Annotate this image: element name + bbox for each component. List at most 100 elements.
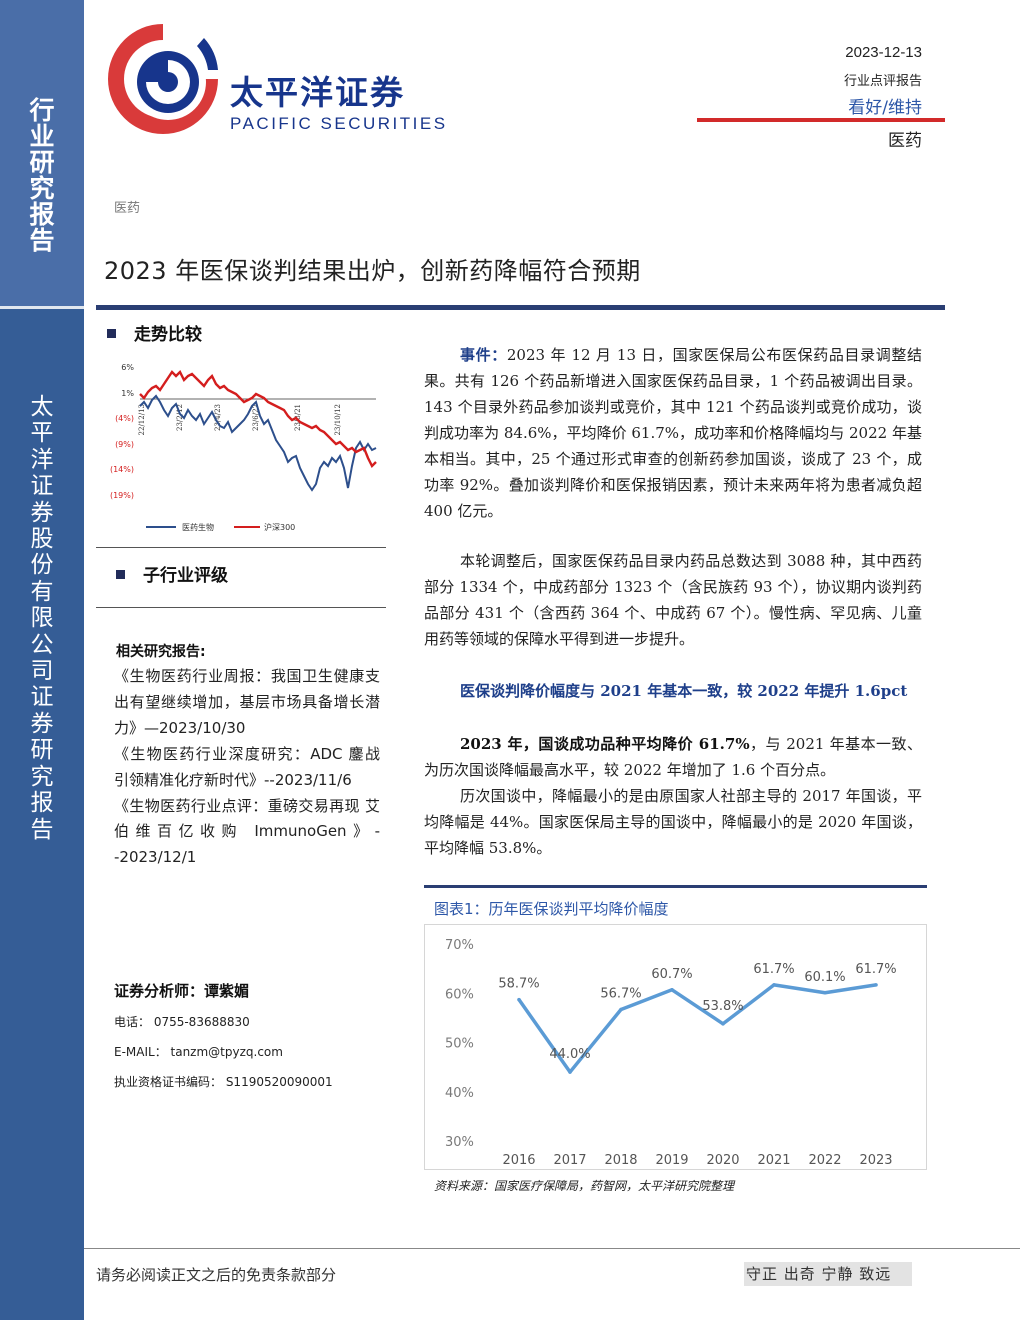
related-report-item[interactable]: 《生物医药行业周报：我国卫生健康支出有望继续增加，基层市场具备增长潜力》—202… [114,667,380,737]
analyst-name: 证券分析师：谭紫媚 [114,982,250,1000]
trend-pharma-line [139,394,377,492]
footer-disclaimer[interactable]: 请务必阅读正文之后的免责条款部分 [96,1266,337,1284]
trend-csi300-line [139,369,377,469]
company-char: 证 [30,684,54,711]
data-label: 58.7% [498,977,539,992]
company-char: 券 [30,499,54,526]
sub-industry-heading: 子行业评级 [116,561,228,586]
x-tick-label: 2022 [808,1153,841,1168]
related-reports-heading: 相关研究报告: [116,644,206,660]
data-point [568,1070,572,1074]
figure-frame: 30% 40% 50% 60% 70% 58.7% 44.0% 56.7% 60.7% 53.8%… [424,924,927,1170]
report-date: 2023-12-13 [845,44,922,61]
paragraph-2023: 2023 年，国谈成功品种平均降价 61.7%，与 2021 年基本一致、为历次… [424,731,922,783]
y-tick-label: 60% [445,987,474,1002]
data-label: 60.7% [651,967,692,982]
figure-source: 资料来源：国家医疗保障局，药智网，太平洋研究院整理 [434,1179,735,1193]
trend-y-tick-label: (4%) [115,414,134,423]
data-label: 61.7% [855,962,896,977]
data-point [874,983,878,987]
company-char: 份 [30,552,54,579]
section-rule [96,607,386,608]
data-label: 44.0% [549,1047,590,1062]
trend-y-tick-label: 6% [121,363,134,372]
related-report-item[interactable]: 《生物医药行业点评：重磅交易再现 艾伯维百亿收购 ImmunoGen》--202… [114,796,380,867]
report-char: 业 [29,122,55,151]
company-char: 股 [30,526,54,553]
report-type: 行业点评报告 [843,74,922,89]
trend-x-tick-label: 23/2/12 [176,404,184,431]
industry-rating: 看好/维持 [848,98,922,118]
x-tick-label: 2023 [859,1153,892,1168]
figure-title: 图表1：历年医保谈判平均降价幅度 [434,900,669,918]
footer-rule [84,1248,1020,1249]
analyst-email[interactable]: E-MAIL： tanzm@tpyzq.com [114,1045,283,1059]
data-point [619,1007,623,1012]
trend-y-axis-labels: 6% 1% (4%) (9%) (14%) (19%) [110,363,134,500]
report-char: 研 [29,148,55,177]
x-tick-label: 2019 [655,1153,688,1168]
trend-y-tick-label: (14%) [110,465,134,474]
trend-y-tick-label: 1% [121,389,134,398]
trend-x-tick-label: 23/10/12 [334,404,342,435]
x-tick-label: 2020 [706,1153,739,1168]
y-tick-label: 40% [445,1086,474,1101]
vertical-company-name: 太平洋证券股份有限公司证券研究报告 [0,394,84,843]
price-cut-line-chart: 30% 40% 50% 60% 70% 58.7% 44.0% 56.7% 60.7% 53.8%… [445,938,897,1168]
history-paragraph: 历次国谈中，降幅最小的是由原国家人社部主导的 2017 年国谈，平均降幅是 44… [424,787,922,857]
square-bullet-icon [116,569,125,579]
related-report-item[interactable]: 《生物医药行业深度研究：ADC 鏖战 引领精准化疗新时代》--2023/11/6 [114,744,380,789]
sidebar: 行业研究报告 太平洋证券股份有限公司证券研究报告 [0,0,84,1320]
company-char: 研 [30,737,54,764]
company-char: 公 [30,631,54,658]
sidebar-top-block [0,0,84,306]
trend-comparison-chart: 6% 1% (4%) (9%) (14%) (19%) 22/12/13 23/2/12 23… [110,363,377,532]
data-label: 60.1% [804,970,845,985]
company-char: 太 [30,394,54,420]
data-point [670,988,674,992]
paragraph-2023-bold: 2023 年，国谈成功品种平均降价 61.7% [460,735,750,753]
trend-y-tick-label: (19%) [110,491,134,500]
logo-cn-name: 太平洋证券 [230,73,405,112]
vertical-report-type: 行业研究报告 [0,98,84,254]
series-line [517,983,877,1074]
company-char: 报 [30,790,54,817]
legend-pharma-label: 医药生物 [182,522,214,532]
sector-tag: 医药 [114,201,141,216]
y-tick-label: 50% [445,1037,474,1052]
event-text: 2023 年 12 月 13 日，国家医保局公布医保药品目录调整结果。共有 12… [424,346,922,520]
company-char: 告 [30,816,54,843]
company-char: 证 [30,473,54,500]
data-point [823,990,827,995]
title-rule [96,305,945,310]
company-char: 平 [30,420,54,447]
trend-x-tick-label: 22/12/13 [138,404,146,435]
data-point [517,997,521,1002]
analyst-phone: 电话： 0755-83688830 [114,1015,250,1029]
trend-x-tick-label: 23/8/21 [294,404,302,431]
header-red-rule [697,118,945,122]
section-rule [96,547,386,548]
trend-x-tick-label: 23/6/22 [252,404,260,431]
figure-rule [424,885,927,888]
company-char: 限 [30,605,54,632]
y-tick-label: 70% [445,938,474,953]
paragraph-2023-rest: ，与 2021 年基本一致、为历次国谈降幅最高水平，较 2022 年增加了 1.… [424,735,922,779]
page-title: 2023 年医保谈判结果出炉，创新药降幅符合预期 [104,257,641,285]
company-char: 究 [30,763,54,790]
sidebar-divider [0,306,84,309]
company-char: 司 [30,658,54,685]
data-label: 56.7% [600,987,641,1002]
header-sector: 医药 [888,131,922,151]
trend-y-tick-label: (9%) [115,440,134,449]
section-subtitle: 医保谈判降价幅度与 2021 年基本一致，较 2022 年提升 1.6pct [460,682,908,700]
logo-en-name: PACIFIC SECURITIES [230,114,448,133]
report-char: 究 [29,174,55,203]
event-paragraph: 事件：2023 年 12 月 13 日，国家医保局公布医保药品目录调整结果。共有… [424,342,922,524]
related-reports-list: 《生物医药行业周报：我国卫生健康支出有望继续增加，基层市场具备增长潜力》—202… [114,664,380,871]
y-tick-label: 30% [445,1135,474,1150]
trend-x-axis-labels: 22/12/13 23/2/12 23/4/23 23/6/22 23/8/21 23/1… [138,404,342,435]
trend-x-tick-label: 23/4/23 [214,404,222,431]
x-tick-label: 2021 [757,1153,790,1168]
data-point [721,1021,725,1026]
